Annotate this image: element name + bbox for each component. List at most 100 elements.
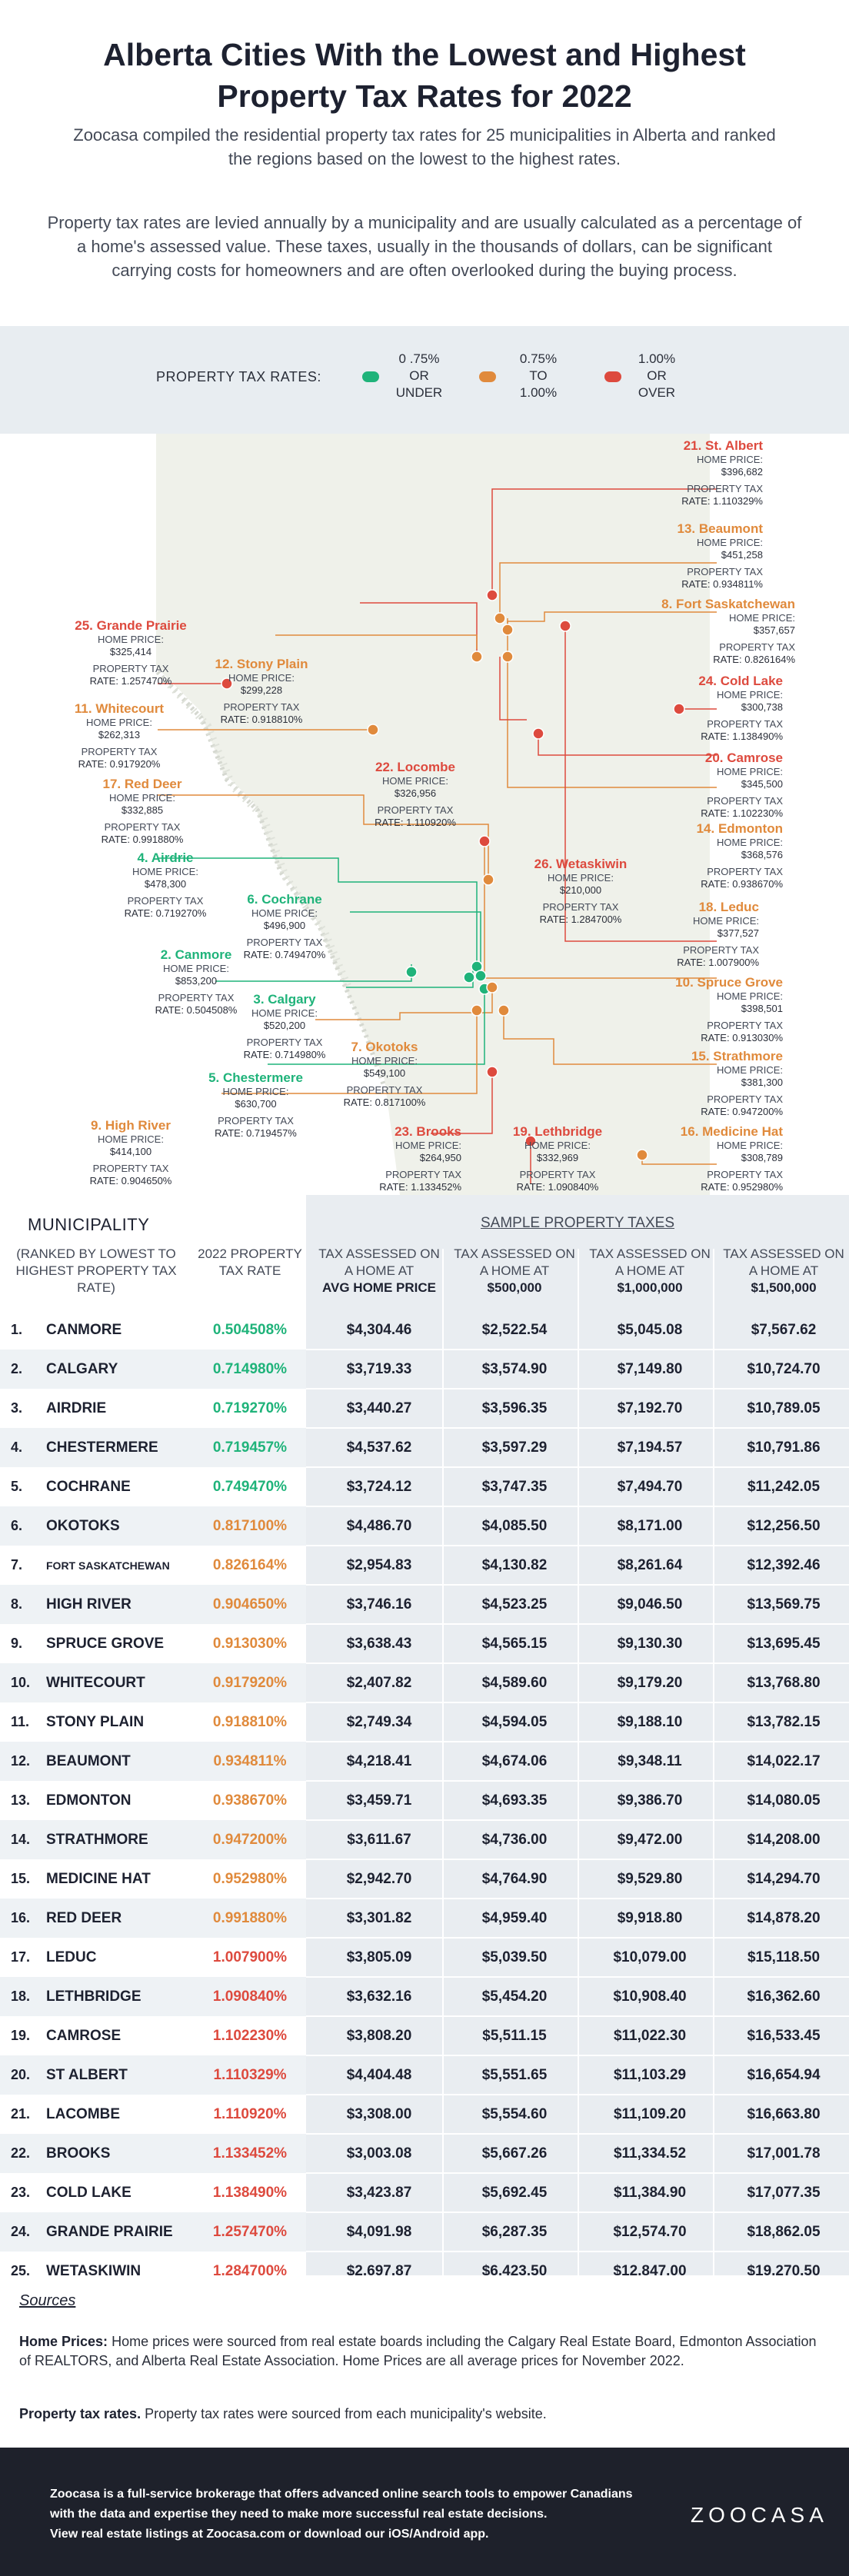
- row-tax-value: $16,663.80: [747, 2106, 821, 2122]
- price-label: HOME PRICE:: [132, 866, 198, 877]
- row-tax-value: $5,045.08: [617, 1322, 683, 1338]
- row-tax-value: $3,440.27: [346, 1400, 412, 1416]
- row-tax-rate: 1.110920%: [213, 2106, 287, 2122]
- row-rank: 19.: [11, 2028, 31, 2043]
- tax-label: PROPERTY TAX: [707, 866, 783, 877]
- row-tax-value: $3,746.16: [346, 1596, 412, 1612]
- city-price: $210,000: [559, 884, 602, 896]
- city-label-leduc: 18. Leduc HOME PRICE: $377,527 PROPERTY …: [586, 900, 759, 969]
- city-rate: 0.749470%: [275, 949, 326, 960]
- city-name: 6. Cochrane: [247, 892, 322, 907]
- row-municipality: SPRUCE GROVE: [46, 1636, 165, 1652]
- city-name: 4. Airdrie: [137, 850, 194, 865]
- city-price: $520,200: [263, 1020, 306, 1031]
- row-tax-rate: 0.934811%: [213, 1753, 287, 1769]
- table-row: 9. SPRUCE GROVE 0.913030% $3,638.43 $4,565.1…: [0, 1624, 849, 1663]
- table-row: 6. OKOTOKS 0.817100% $4,486.70 $4,085.50 $8,1…: [0, 1506, 849, 1546]
- table-row: 22. BROOKS 1.133452% $3,003.08 $5,667.26 $11,…: [0, 2134, 849, 2173]
- rate-label: RATE:: [701, 807, 730, 819]
- table-row: 25. WETASKIWIN 1.284700% $2,697.87 $6,423.50…: [0, 2252, 849, 2291]
- legend-mid-line1: 0.75%: [519, 351, 558, 366]
- map-dot-spruce-grove: [471, 651, 483, 663]
- table-row: 20. ST ALBERT 1.110329% $4,404.48 $5,551.65 $…: [0, 2055, 849, 2095]
- map-dot-edmonton: [501, 651, 514, 663]
- row-municipality: CHESTERMERE: [46, 1439, 158, 1456]
- col-header-1-5m: TAX ASSESSED ON A HOME AT $1,500,000: [718, 1246, 849, 1296]
- table-row: 17. LEDUC 1.007900% $3,805.09 $5,039.50 $10,0…: [0, 1938, 849, 1977]
- row-tax-rate: 0.719457%: [212, 1439, 288, 1456]
- row-tax-value: $13,569.75: [747, 1596, 821, 1612]
- city-label-spruce-grove: 10. Spruce Grove HOME PRICE: $398,501 PR…: [601, 975, 783, 1044]
- row-rank: 10.: [11, 1675, 31, 1690]
- city-rate: 1.110329%: [713, 495, 763, 507]
- col-value: $1,500,000: [751, 1280, 817, 1295]
- map-dot-canmore: [405, 966, 418, 978]
- row-tax-value: $13,768.80: [747, 1675, 821, 1691]
- intro-text: Zoocasa compiled the residential propert…: [73, 125, 776, 168]
- map-dot-high-river: [471, 1004, 483, 1017]
- row-tax-value: $4,764.90: [481, 1871, 548, 1887]
- legend-red-dot: [604, 371, 621, 382]
- rate-label: RATE:: [78, 758, 107, 770]
- price-label: HOME PRICE:: [222, 1086, 289, 1097]
- column-divider: [713, 1249, 714, 2275]
- legend-mid-line3: 1.00%: [519, 385, 558, 400]
- row-tax-rate: 0.938670%: [212, 1792, 288, 1809]
- col-header-avg: TAX ASSESSED ON A HOME AT AVG HOME PRICE: [314, 1246, 444, 1296]
- row-tax-rate: 0.826164%: [212, 1557, 288, 1573]
- city-name: 26. Wetaskiwin: [534, 857, 628, 871]
- map-dot-medicine-hat: [636, 1149, 648, 1161]
- col-prefix: TAX ASSESSED ON A HOME AT: [589, 1246, 711, 1278]
- rate-label: RATE:: [89, 675, 118, 687]
- price-label: HOME PRICE:: [98, 634, 164, 645]
- zoocasa-logo[interactable]: ZOOCASA: [691, 2503, 828, 2527]
- table-row: 1. CANMORE 0.504508% $4,304.46 $2,522.54 $5,0…: [0, 1310, 849, 1350]
- rate-label: RATE:: [701, 878, 730, 890]
- row-tax-rate: 0.947200%: [212, 1832, 288, 1848]
- row-tax-value: $13,782.15: [747, 1714, 821, 1730]
- legend-low-line1: 0 .75%: [398, 351, 440, 366]
- row-tax-value: $3,724.12: [346, 1479, 412, 1495]
- city-label-st-albert: 21. St. Albert HOME PRICE: $396,682 PROP…: [586, 438, 763, 508]
- sources-section: Sources Home Prices: Home prices were so…: [0, 2275, 849, 2448]
- tax-rates-text: Property tax rates were sourced from eac…: [141, 2406, 547, 2421]
- rate-label: RATE:: [89, 1175, 118, 1186]
- price-label: HOME PRICE:: [251, 907, 318, 919]
- row-tax-value: $4,486.70: [346, 1518, 412, 1534]
- row-tax-value: $8,171.00: [617, 1518, 683, 1534]
- city-rate: 0.934811%: [713, 578, 763, 590]
- legend-high-line3: OVER: [638, 385, 676, 400]
- row-municipality: COLD LAKE: [46, 2185, 132, 2201]
- municipality-header: MUNICIPALITY: [28, 1215, 150, 1234]
- row-tax-rate: 1.007900%: [212, 1949, 288, 1965]
- table-row: 7. FORT SASKATCHEWAN 0.826164% $2,954.83 $4,…: [0, 1546, 849, 1585]
- tax-label: PROPERTY TAX: [127, 895, 204, 907]
- row-rank: 7.: [11, 1557, 23, 1573]
- map-dot-brooks: [486, 1066, 498, 1078]
- row-rank: 16.: [11, 1910, 31, 1925]
- row-municipality: LACOMBE: [46, 2106, 121, 2122]
- column-divider: [442, 1249, 444, 2275]
- rocky-mountains-texture: [154, 664, 400, 1195]
- city-price: $478,300: [144, 878, 187, 890]
- city-label-lethbridge: 19. Lethbridge HOME PRICE: $332,969 PROP…: [492, 1124, 623, 1193]
- tax-label: PROPERTY TAX: [707, 718, 783, 730]
- row-tax-value: $10,791.86: [747, 1439, 821, 1456]
- city-name: 13. Beaumont: [677, 521, 763, 536]
- tax-label: PROPERTY TAX: [707, 1020, 783, 1031]
- city-name: 11. Whitecourt: [74, 701, 165, 716]
- tax-label: PROPERTY TAX: [385, 1169, 461, 1180]
- tax-label: PROPERTY TAX: [92, 1163, 169, 1174]
- rate-label: RATE:: [701, 1106, 730, 1117]
- row-tax-value: $4,523.25: [481, 1596, 548, 1612]
- tax-label: PROPERTY TAX: [246, 1037, 323, 1048]
- city-price: $262,313: [98, 729, 141, 741]
- tax-label: PROPERTY TAX: [687, 483, 763, 494]
- price-label: HOME PRICE:: [351, 1055, 418, 1067]
- city-price: $853,200: [175, 975, 218, 987]
- table-row: 18. LETHBRIDGE 1.090840% $3,632.16 $5,454.20…: [0, 1977, 849, 2016]
- city-rate: 0.817100%: [375, 1097, 426, 1108]
- row-municipality: COCHRANE: [46, 1479, 131, 1495]
- tax-label: PROPERTY TAX: [542, 901, 619, 913]
- row-tax-value: $4,674.06: [481, 1753, 548, 1769]
